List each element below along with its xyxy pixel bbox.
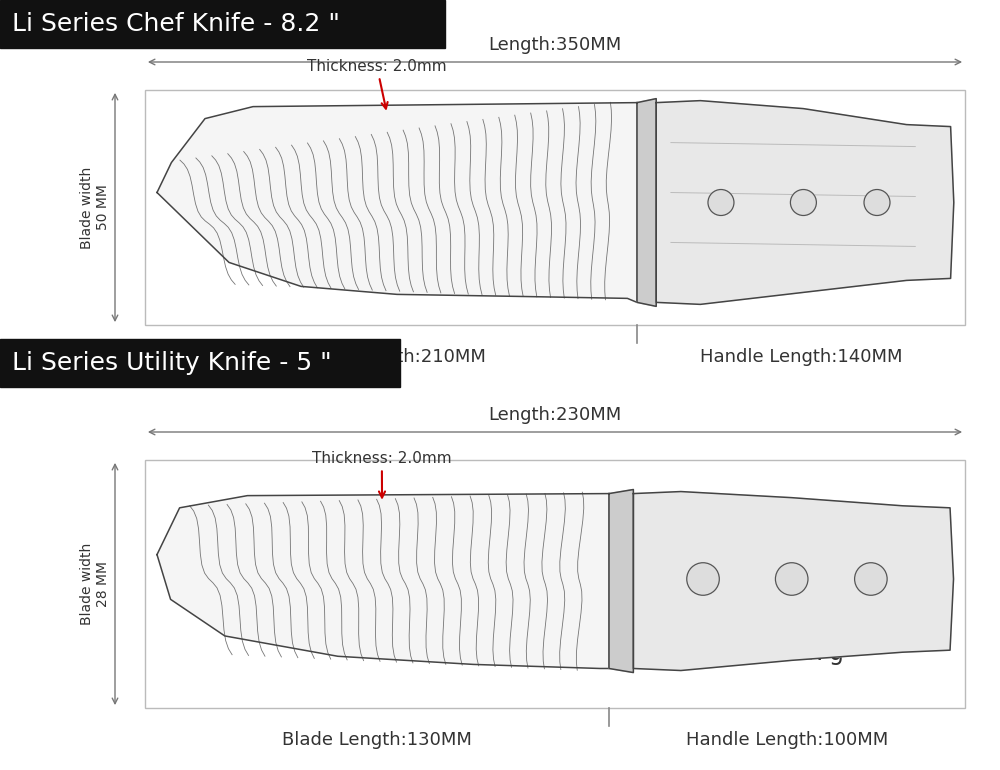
Polygon shape — [656, 101, 954, 304]
Text: Thickness: 2.0mm: Thickness: 2.0mm — [312, 450, 452, 497]
Bar — [145, 460, 965, 708]
Circle shape — [855, 563, 887, 595]
Text: Weight:117g: Weight:117g — [694, 641, 844, 665]
Text: Length:350MM: Length:350MM — [488, 36, 622, 54]
Text: Blade Length:210MM: Blade Length:210MM — [296, 348, 486, 366]
Text: Blade width
50 MM: Blade width 50 MM — [80, 166, 110, 249]
Polygon shape — [157, 494, 609, 668]
Polygon shape — [157, 102, 637, 303]
Circle shape — [864, 189, 890, 216]
Polygon shape — [609, 490, 633, 672]
Polygon shape — [633, 491, 954, 671]
Polygon shape — [637, 99, 656, 306]
Text: Weight:275g: Weight:275g — [709, 254, 860, 278]
Bar — [0, 0, 445, 48]
Bar — [145, 90, 965, 325]
Circle shape — [790, 189, 816, 216]
Text: Length:230MM: Length:230MM — [488, 406, 622, 424]
Text: Li Series Utility Knife - 5 ": Li Series Utility Knife - 5 " — [12, 351, 332, 375]
Bar — [0, 339, 400, 387]
Text: Handle Length:100MM: Handle Length:100MM — [686, 731, 888, 749]
Text: Blade Length:130MM: Blade Length:130MM — [282, 731, 472, 749]
Circle shape — [687, 563, 719, 595]
Text: Thickness: 2.0mm: Thickness: 2.0mm — [307, 59, 447, 109]
Text: Blade width
28 MM: Blade width 28 MM — [80, 543, 110, 625]
Text: Li Series Chef Knife - 8.2 ": Li Series Chef Knife - 8.2 " — [12, 12, 340, 36]
Circle shape — [775, 563, 808, 595]
Circle shape — [708, 189, 734, 216]
Text: Handle Length:140MM: Handle Length:140MM — [700, 348, 902, 366]
